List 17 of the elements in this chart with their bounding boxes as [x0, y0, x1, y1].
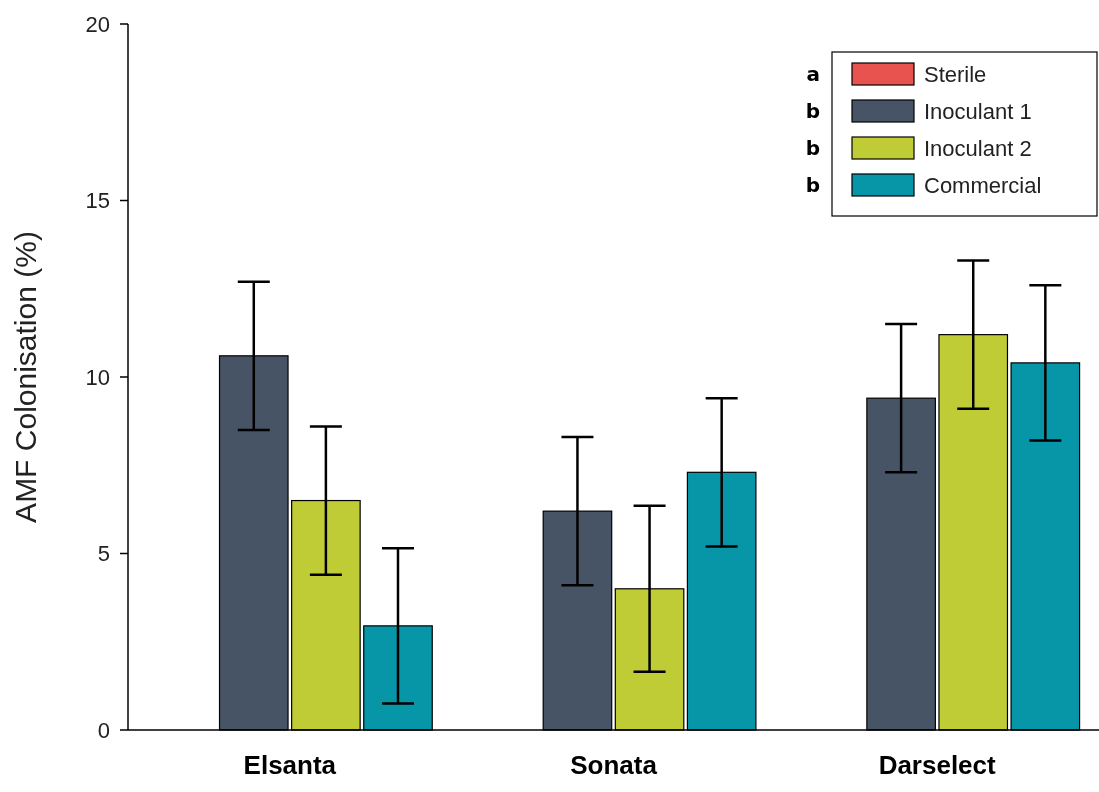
- y-tick-label: 20: [85, 11, 110, 37]
- legend-label: Inoculant 1: [924, 98, 1032, 124]
- y-tick-label: 5: [97, 541, 110, 567]
- annotation: b: [805, 173, 820, 197]
- annotation: b: [805, 136, 820, 160]
- legend-label: Commercial: [924, 172, 1042, 198]
- x-tick-label: Elsanta: [243, 750, 337, 780]
- annotation: b: [805, 99, 820, 123]
- legend-label: Sterile: [924, 61, 987, 87]
- annotation: a: [806, 62, 820, 86]
- legend-label: Inoculant 2: [924, 135, 1032, 161]
- y-tick-label: 15: [85, 188, 110, 214]
- x-tick-label: Sonata: [570, 750, 658, 780]
- y-axis-title: AMF Colonisation (%): [9, 231, 42, 523]
- y-tick-label: 10: [85, 364, 110, 390]
- x-tick-label: Darselect: [878, 750, 997, 780]
- y-tick-label: 0: [97, 717, 110, 743]
